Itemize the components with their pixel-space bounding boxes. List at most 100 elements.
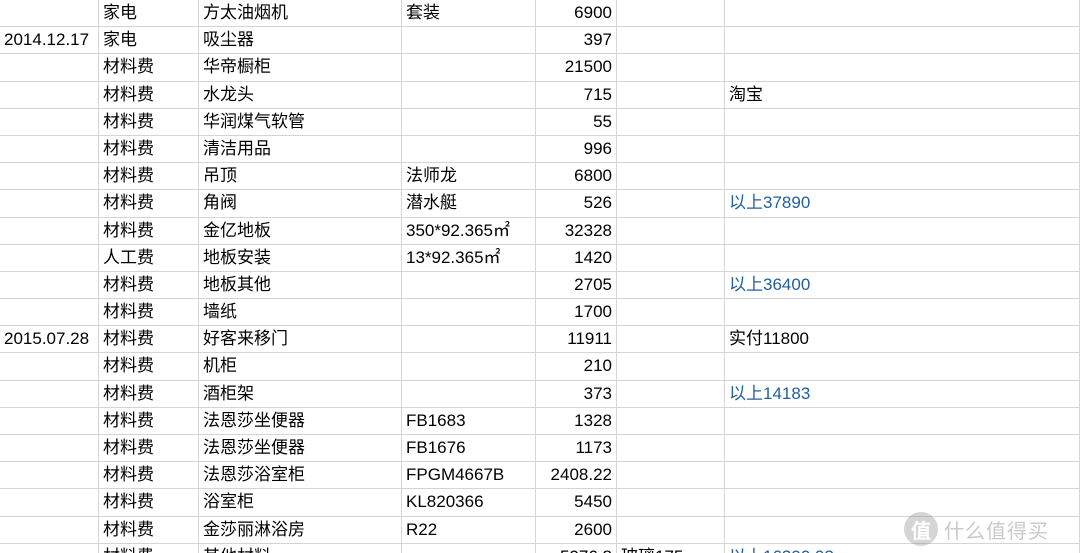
cell-item: 金莎丽淋浴房 [199,517,402,544]
cell-category: 材料费 [99,435,199,462]
cell-category: 材料费 [99,54,199,81]
cell-spec: 法师龙 [402,163,536,190]
cell-amount: 715 [536,82,617,109]
cell-item: 浴室柜 [199,489,402,516]
cell-amount: 373 [536,381,617,408]
cell-extra [617,27,725,54]
cell-note [725,54,1080,81]
cell-amount: 210 [536,353,617,380]
cell-extra [617,272,725,299]
cell-note [725,27,1080,54]
cell-extra: 玻璃175 [617,544,725,553]
cell-spec [402,299,536,326]
cell-spec: KL820366 [402,489,536,516]
cell-amount: 397 [536,27,617,54]
cell-amount: 2705 [536,272,617,299]
cell-date [0,299,99,326]
cell-note [725,462,1080,489]
cell-extra [617,408,725,435]
cell-category: 材料费 [99,109,199,136]
cell-note [725,245,1080,272]
cell-note [725,435,1080,462]
cell-item: 方太油烟机 [199,0,402,27]
cell-item: 机柜 [199,353,402,380]
cell-date [0,82,99,109]
cell-note [725,489,1080,516]
cell-category: 材料费 [99,272,199,299]
cell-note [725,109,1080,136]
cell-amount: 1700 [536,299,617,326]
cell-note [725,136,1080,163]
cell-note [725,299,1080,326]
cell-spec [402,544,536,553]
cell-note: 以上36400 [725,272,1080,299]
cell-note: 以上14183 [725,381,1080,408]
cell-item: 角阀 [199,190,402,217]
cell-amount: 526 [536,190,617,217]
cell-category: 材料费 [99,326,199,353]
cell-spec [402,136,536,163]
cell-item: 地板安装 [199,245,402,272]
cell-amount: 32328 [536,218,617,245]
cell-category: 材料费 [99,190,199,217]
cell-item: 水龙头 [199,82,402,109]
cell-item: 其他材料 [199,544,402,553]
cell-amount: 21500 [536,54,617,81]
cell-note [725,517,1080,544]
cell-spec [402,272,536,299]
cell-item: 清洁用品 [199,136,402,163]
cell-item: 地板其他 [199,272,402,299]
cell-item: 墙纸 [199,299,402,326]
cell-item: 吸尘器 [199,27,402,54]
cell-item: 好客来移门 [199,326,402,353]
cell-extra [617,109,725,136]
cell-category: 材料费 [99,218,199,245]
cell-amount: 5976.8 [536,544,617,553]
cell-category: 材料费 [99,408,199,435]
cell-spec [402,54,536,81]
cell-category: 家电 [99,0,199,27]
cell-amount: 5450 [536,489,617,516]
cell-spec [402,353,536,380]
cell-extra [617,489,725,516]
cell-note: 以上16390.93 [725,544,1080,553]
cell-spec: R22 [402,517,536,544]
cell-item: 吊顶 [199,163,402,190]
cell-date [0,353,99,380]
cell-spec [402,326,536,353]
cell-item: 法恩莎坐便器 [199,408,402,435]
cell-category: 材料费 [99,136,199,163]
cell-amount: 11911 [536,326,617,353]
cell-item: 法恩莎坐便器 [199,435,402,462]
cell-category: 材料费 [99,462,199,489]
cell-category: 材料费 [99,489,199,516]
cell-date [0,408,99,435]
cell-date [0,272,99,299]
cell-note: 实付11800 [725,326,1080,353]
cell-spec: 潜水艇 [402,190,536,217]
cell-extra [617,517,725,544]
cell-date [0,54,99,81]
cell-date: 2014.12.17 [0,27,99,54]
cell-spec: FB1683 [402,408,536,435]
cell-amount: 55 [536,109,617,136]
cell-extra [617,163,725,190]
cell-extra [617,0,725,27]
cell-category: 材料费 [99,381,199,408]
cell-spec [402,82,536,109]
cell-category: 材料费 [99,82,199,109]
cell-date: 2015.07.28 [0,326,99,353]
cell-date [0,381,99,408]
cell-date [0,245,99,272]
cell-extra [617,299,725,326]
cell-amount: 1173 [536,435,617,462]
cell-extra [617,381,725,408]
cell-extra [617,326,725,353]
cell-category: 材料费 [99,163,199,190]
cell-extra [617,190,725,217]
cell-category: 材料费 [99,517,199,544]
cell-category: 家电 [99,27,199,54]
cell-extra [617,435,725,462]
cell-spec: 350*92.365㎡ [402,218,536,245]
cell-date [0,0,99,27]
